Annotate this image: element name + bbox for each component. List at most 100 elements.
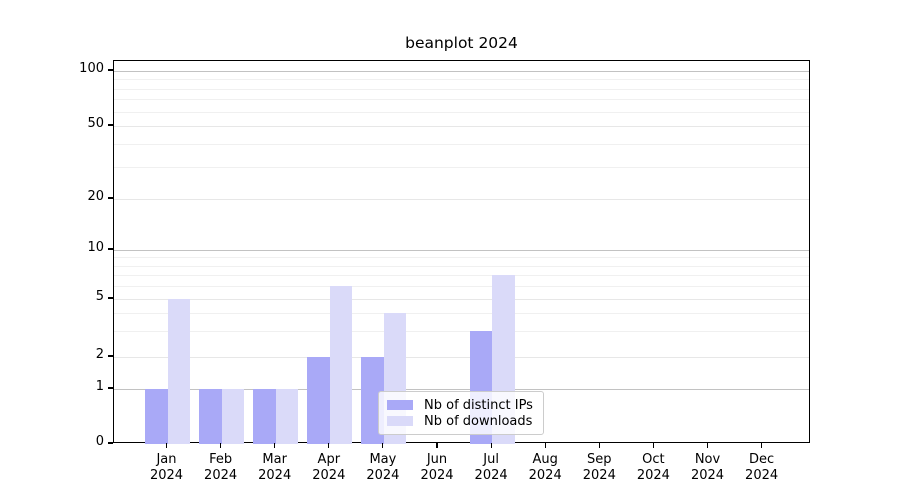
x-tick-mark (544, 443, 546, 448)
y-tick-mark (108, 69, 113, 71)
gridline (114, 257, 809, 259)
gridline (114, 111, 809, 113)
y-tick-mark (108, 248, 113, 250)
y-tick-mark (108, 387, 113, 389)
chart-title: beanplot 2024 (405, 34, 518, 52)
y-tick-mark (108, 355, 113, 357)
legend-label-downloads: Nb of downloads (424, 413, 533, 429)
x-tick-label-year: 2024 (366, 468, 400, 483)
x-tick-label-month: Sep (587, 452, 612, 467)
legend-entry-distinct-ips: Nb of distinct IPs (387, 397, 535, 413)
x-tick-mark (274, 443, 276, 448)
x-tick-label-year: 2024 (258, 468, 292, 483)
bar-distinct-ips (199, 389, 222, 444)
gridline (114, 143, 809, 145)
gridline (114, 166, 809, 168)
y-tick-label: 1 (95, 379, 104, 394)
bar-downloads (221, 389, 245, 444)
x-tick-label: Apr 2024 (302, 452, 356, 484)
gridline (114, 88, 809, 90)
legend-swatch-downloads (387, 416, 413, 426)
x-tick-label-month: Feb (209, 452, 233, 467)
y-tick-label: 5 (95, 289, 104, 304)
legend-swatch-distinct-ips (387, 400, 413, 410)
x-tick-mark (706, 443, 709, 448)
x-tick-label-month: Mar (262, 452, 287, 467)
legend-label-distinct-ips: Nb of distinct IPs (424, 397, 533, 413)
x-tick-label-month: Aug (532, 452, 558, 467)
bar-downloads (167, 299, 190, 444)
gridline (114, 199, 809, 200)
legend: Nb of distinct IPs Nb of downloads (378, 391, 544, 435)
x-tick-label-year: 2024 (528, 468, 562, 483)
x-tick-mark (436, 443, 438, 448)
x-tick-label-month: Jun (426, 452, 448, 467)
x-tick-label: Aug 2024 (518, 452, 572, 484)
gridline (114, 286, 809, 288)
gridline (114, 389, 809, 390)
x-tick-label-month: Oct (642, 452, 665, 467)
x-tick-label: Mar 2024 (248, 452, 302, 484)
gridline (114, 299, 809, 300)
x-tick-mark (328, 443, 330, 448)
x-tick-mark (220, 443, 222, 448)
x-tick-label: Jun 2024 (410, 452, 464, 484)
x-tick-mark (761, 443, 763, 448)
x-tick-label-month: Jan (156, 452, 177, 467)
gridline (114, 126, 809, 127)
gridline (114, 99, 809, 101)
x-tick-label-year: 2024 (745, 468, 779, 483)
gridline (114, 71, 809, 72)
x-tick-mark (652, 443, 654, 448)
y-tick-mark (108, 124, 113, 126)
x-tick-label-month: May (369, 452, 397, 467)
x-tick-label-month: Dec (749, 452, 775, 467)
x-tick-label: Nov 2024 (681, 452, 735, 484)
y-tick-mark (108, 442, 113, 444)
gridline (114, 275, 809, 277)
x-tick-label-year: 2024 (312, 468, 346, 483)
x-tick-mark (382, 443, 384, 448)
gridline (114, 250, 809, 251)
x-tick-label: May 2024 (356, 452, 410, 484)
x-tick-label-year: 2024 (204, 468, 238, 483)
x-tick-mark (490, 443, 492, 448)
gridline (114, 79, 809, 81)
y-tick-label: 10 (87, 240, 104, 255)
y-tick-mark (108, 197, 113, 199)
x-tick-label-month: Nov (694, 452, 721, 467)
x-tick-label: Jul 2024 (464, 452, 518, 484)
x-tick-label-year: 2024 (690, 468, 725, 483)
x-tick-label: Sep 2024 (572, 452, 626, 484)
x-tick-label-year: 2024 (636, 468, 670, 483)
x-tick-mark (598, 443, 600, 448)
y-tick-label: 20 (87, 189, 104, 204)
y-tick-label: 0 (95, 434, 104, 449)
plot-area (113, 60, 810, 444)
x-tick-label: Jan 2024 (140, 452, 194, 484)
bar-downloads (329, 286, 353, 444)
gridline (114, 265, 809, 267)
y-tick-label: 2 (95, 347, 104, 362)
x-tick-label-year: 2024 (582, 468, 616, 483)
x-tick-label-month: Apr (317, 452, 341, 467)
x-tick-label-year: 2024 (474, 468, 508, 483)
x-tick-label-month: Jul (483, 452, 499, 467)
y-tick-mark (108, 297, 113, 299)
gridline (114, 357, 809, 358)
legend-entry-downloads: Nb of downloads (387, 413, 535, 429)
bar-distinct-ips (145, 389, 168, 444)
y-tick-label: 50 (87, 116, 104, 131)
x-tick-label: Dec 2024 (735, 452, 789, 484)
x-tick-label: Oct 2024 (626, 452, 680, 484)
gridline (114, 331, 809, 333)
bar-downloads (275, 389, 299, 444)
gridline (114, 313, 809, 315)
bar-distinct-ips (307, 357, 330, 444)
x-tick-label-year: 2024 (149, 468, 184, 483)
x-tick-label: Feb 2024 (194, 452, 248, 484)
bar-distinct-ips (253, 389, 276, 444)
x-tick-label-year: 2024 (420, 468, 454, 483)
x-tick-mark (165, 443, 168, 448)
